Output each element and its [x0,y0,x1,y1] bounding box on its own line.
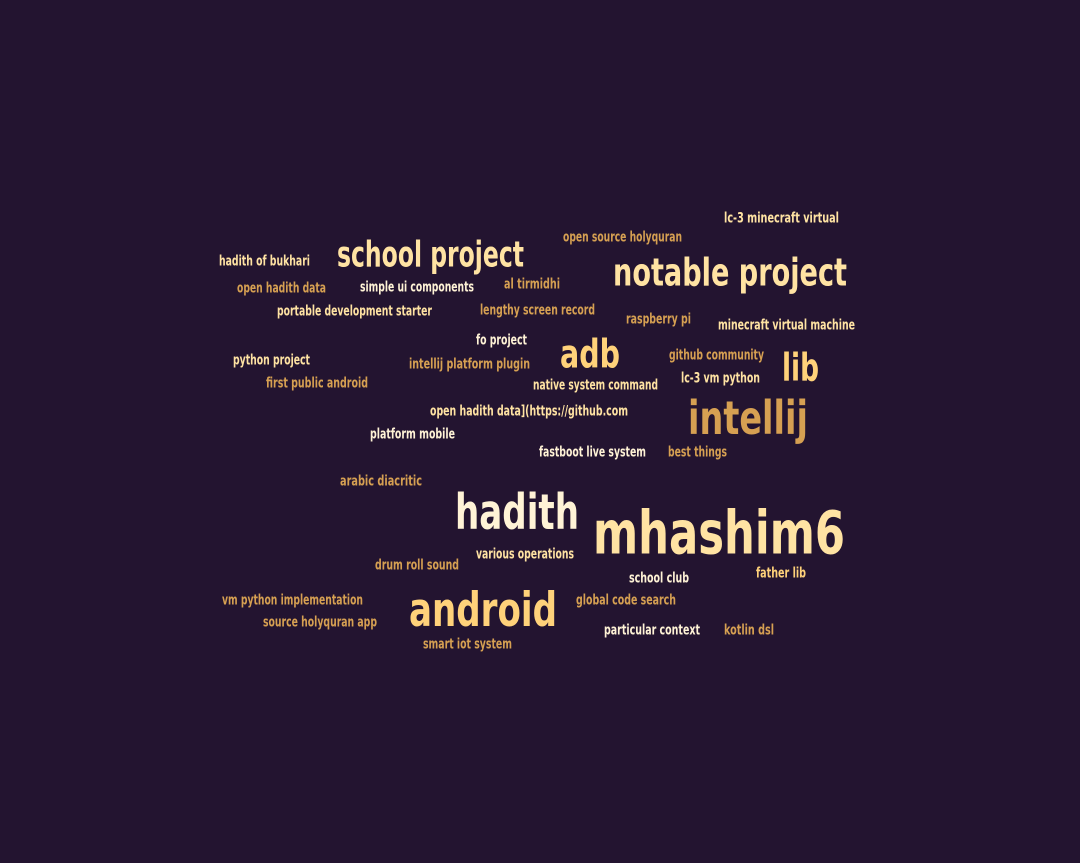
word-kotlin-dsl: kotlin dsl [724,622,774,639]
word-raspberry-pi: raspberry pi [626,311,691,328]
word-open-hadith-data: open hadith data [237,280,326,297]
word-drum-roll-sound: drum roll sound [375,557,459,574]
word-open-source-holyquran: open source holyquran [563,229,682,246]
word-platform-mobile: platform mobile [370,426,455,443]
word-source-holyquran-app: source holyquran app [263,614,377,631]
word-intellij-platform-plugin: intellij platform plugin [409,356,530,373]
word-smart-iot-system: smart iot system [423,636,512,653]
word-arabic-diacritic: arabic diacritic [340,473,422,490]
word-lib: lib [782,346,819,390]
word-adb: adb [560,331,620,377]
word-hadith-of-bukhari: hadith of bukhari [219,253,310,270]
word-best-things: best things [668,444,727,461]
word-school-club: school club [629,570,689,587]
word-native-system-command: native system command [533,377,658,394]
word-lengthy-screen-record: lengthy screen record [480,302,595,319]
word-school-project: school project [337,233,524,276]
word-github-community: github community [669,347,764,364]
word-fo-project: fo project [476,332,527,349]
word-various-operations: various operations [476,546,574,563]
word-al-tirmidhi: al tirmidhi [504,276,560,293]
word-particular-context: particular context [604,622,700,639]
word-minecraft-virtual-machine: minecraft virtual machine [718,317,855,334]
word-global-code-search: global code search [576,592,676,609]
word-portable-development-starter: portable development starter [277,303,432,320]
word-mhashim6: mhashim6 [593,498,845,568]
word-lc3-minecraft-virtual: lc-3 minecraft virtual [724,210,839,227]
word-android: android [409,582,557,638]
word-python-project: python project [233,352,310,369]
word-fastboot-live-system: fastboot live system [539,444,646,461]
word-first-public-android: first public android [266,375,368,392]
word-father-lib: father lib [756,565,806,582]
word-open-hadith-data-link: open hadith data](https://github.com [430,403,628,420]
word-intellij: intellij [688,392,808,446]
word-hadith: hadith [455,484,579,542]
word-simple-ui-components: simple ui components [360,279,474,296]
word-lc3-vm-python: lc-3 vm python [681,370,760,387]
word-vm-python-implementation: vm python implementation [222,592,363,609]
word-notable-project: notable project [613,251,847,295]
